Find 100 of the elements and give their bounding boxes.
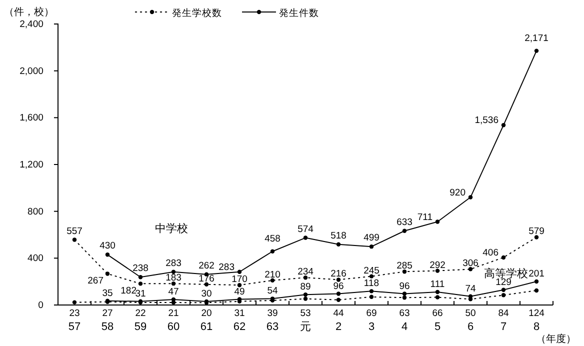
data-label: 124 [528,308,544,319]
data-label: 84 [498,308,509,319]
point [138,282,143,286]
point [402,292,407,296]
x-tick-label: 4 [401,321,408,333]
point [501,123,506,128]
point [303,292,308,297]
data-label: 267 [88,276,104,287]
point [105,272,110,276]
point [336,292,341,296]
point [303,236,308,240]
point [270,249,275,254]
data-label: 2,171 [524,32,548,44]
data-label: 111 [430,279,445,290]
data-label: 306 [462,258,478,270]
point [303,296,308,301]
point [336,298,341,302]
point [72,300,77,304]
point [237,270,242,274]
data-label: 430 [100,240,116,252]
data-label: 69 [366,308,377,319]
data-label: 920 [450,187,466,198]
point [138,275,143,280]
data-label: 245 [364,265,380,276]
point [171,281,176,286]
point [402,270,407,274]
y-tick-label: 1,200 [20,160,44,171]
data-label: 182 [120,286,136,297]
data-label: 50 [465,308,476,319]
point [435,290,440,294]
data-label: 458 [264,233,280,244]
data-label: 30 [201,288,212,300]
x-tick-label: 3 [368,321,375,333]
data-label: 557 [66,226,82,237]
point [534,279,539,284]
point [336,242,341,246]
point [534,235,539,240]
x-tick-label: 5 [434,321,441,333]
point [204,282,209,286]
data-label: 47 [168,286,179,298]
data-label: 53 [300,308,311,319]
point [468,195,473,200]
data-label: 283 [218,262,234,273]
x-axis-title: （年度） [536,333,576,345]
data-label: 118 [364,278,380,290]
x-tick-label: 61 [200,321,213,333]
data-label: 170 [232,274,248,286]
data-label: 54 [267,286,278,297]
y-tick-label: 2,400 [20,19,44,30]
point [501,255,506,260]
point [534,48,539,53]
point [369,289,374,294]
legend-label: 発生件数 [279,7,319,19]
y-tick-label: 0 [38,300,44,312]
data-label: 234 [298,266,314,278]
point [369,244,374,249]
data-label: 96 [399,280,410,292]
data-label: 238 [132,263,148,274]
data-label: 89 [300,282,311,293]
data-label: 31 [135,288,146,300]
y-tick-label: 400 [28,253,44,264]
x-tick-label: 8 [533,321,540,333]
point [468,267,473,272]
annotation: 中学校 [155,222,188,235]
data-label: 579 [528,226,544,238]
data-label: 39 [267,308,278,319]
point [501,288,506,292]
point [270,278,275,283]
point [336,278,341,282]
data-label: 23 [69,308,80,319]
x-tick-label: 60 [167,321,180,333]
data-label: 711 [417,212,432,223]
data-label: 44 [333,308,344,319]
data-label: 1,536 [474,115,498,126]
x-tick-label: 6 [467,321,474,333]
x-tick-label: 59 [134,321,147,333]
point [435,268,440,273]
point [369,274,374,278]
x-tick-label: 58 [101,321,114,333]
y-tick-label: 2,000 [20,66,44,77]
point [303,275,308,280]
point [369,294,374,300]
data-label: 35 [102,288,113,299]
data-label: 283 [166,258,182,269]
legend-label: 発生学校数 [172,7,222,19]
point [402,296,407,300]
data-label: 406 [482,247,498,258]
x-tick-label: 7 [500,321,507,333]
data-label: 262 [198,260,214,272]
data-label: 210 [264,269,280,280]
point [402,228,407,233]
data-label: 31 [234,308,245,319]
point [105,252,110,257]
data-label: 633 [396,216,412,228]
point [435,220,440,224]
x-tick-label: 2 [335,321,342,333]
data-label: 183 [166,272,182,284]
data-label: 201 [528,268,544,280]
data-label: 216 [330,268,346,280]
point [237,282,242,288]
